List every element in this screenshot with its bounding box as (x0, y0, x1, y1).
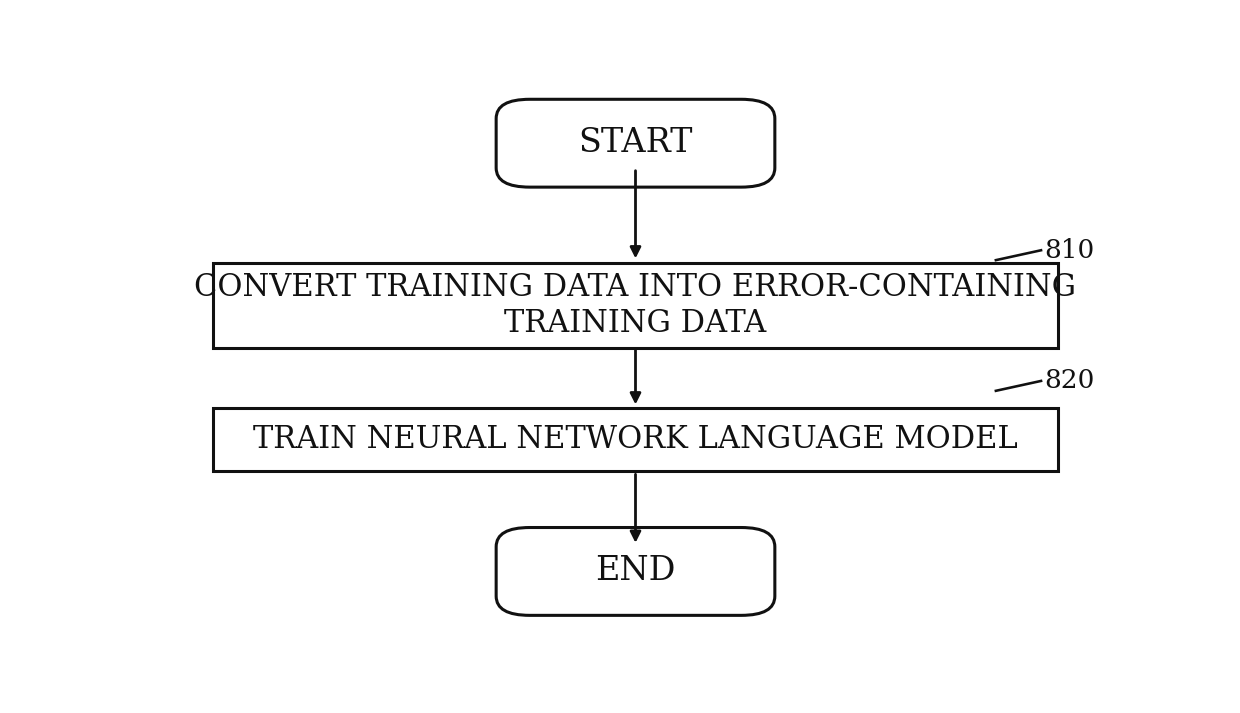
Text: END: END (595, 555, 676, 588)
FancyBboxPatch shape (496, 99, 775, 187)
Text: START: START (578, 127, 693, 159)
Text: 810: 810 (1044, 237, 1094, 263)
Bar (213, 408, 1058, 471)
Bar (213, 262, 1058, 348)
Text: TRAIN NEURAL NETWORK LANGUAGE MODEL: TRAIN NEURAL NETWORK LANGUAGE MODEL (253, 424, 1018, 455)
FancyBboxPatch shape (496, 528, 775, 615)
Text: CONVERT TRAINING DATA INTO ERROR-CONTAINING
TRAINING DATA: CONVERT TRAINING DATA INTO ERROR-CONTAIN… (195, 272, 1076, 339)
Text: 820: 820 (1044, 369, 1095, 394)
